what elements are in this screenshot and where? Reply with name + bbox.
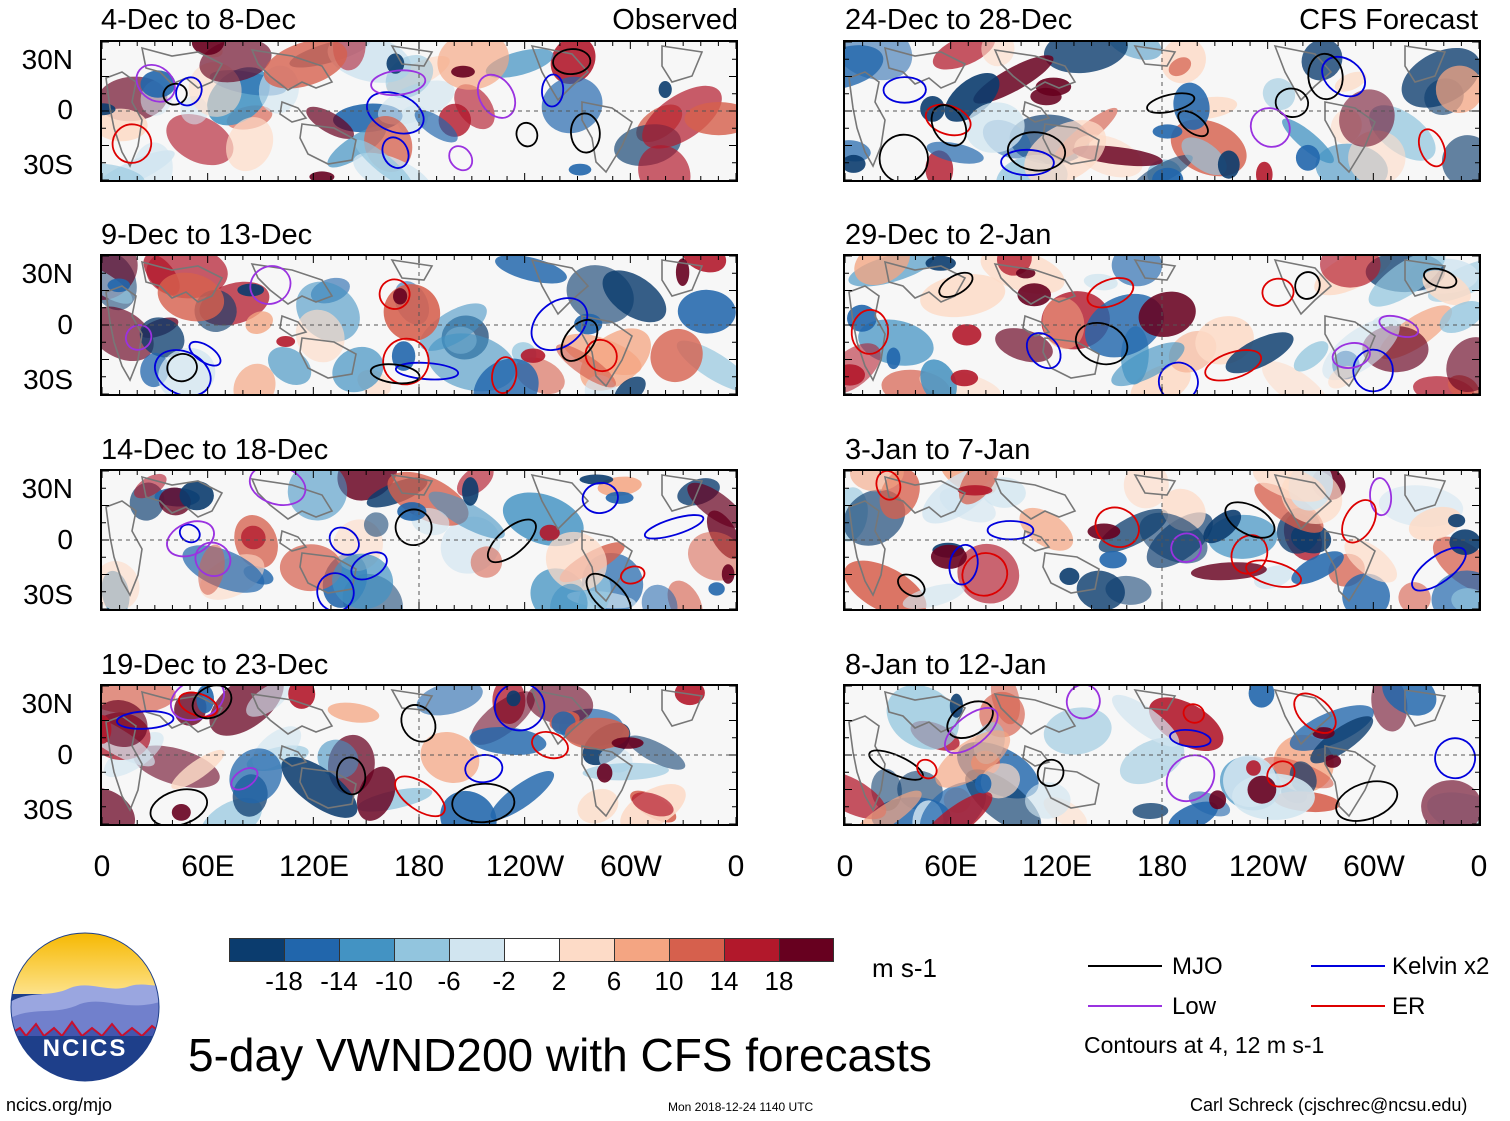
colorbar-cell	[395, 939, 450, 961]
legend: MJO Kelvin x2 Low ER Contours at 4, 12 m…	[1080, 950, 1505, 1065]
colorbar-tick: -2	[492, 966, 516, 996]
ncics-logo: NCICS	[10, 932, 160, 1082]
colorbar-cell	[450, 939, 505, 961]
lon-label-120e: 120E	[1021, 850, 1093, 883]
lat-label-30s: 30S	[23, 794, 73, 825]
panel-title-3: 14-Dec to 18-Dec	[101, 434, 329, 466]
lon-label-60w: 60W	[1343, 850, 1405, 883]
panel-title-2: 9-Dec to 13-Dec	[101, 219, 313, 251]
colorbar-cell	[285, 939, 340, 961]
map-panel-obs-3	[100, 469, 738, 611]
panel-title-8: 8-Jan to 12-Jan	[845, 649, 1047, 681]
forecast-label: CFS Forecast	[1299, 4, 1478, 36]
colorbar-tick: 14	[709, 966, 739, 996]
footer-timestamp: Mon 2018-12-24 1140 UTC	[668, 1100, 814, 1114]
colorbar-cell	[230, 939, 285, 961]
legend-label-low: Low	[1172, 993, 1217, 1020]
colorbar-tick: -10	[375, 966, 413, 996]
lat-label-30s: 30S	[23, 149, 73, 180]
map-panel-obs-1	[100, 40, 738, 182]
lon-label-0-end: 0	[1470, 850, 1488, 883]
legend-label-er: ER	[1392, 993, 1426, 1020]
lon-label-120w: 120W	[1228, 850, 1308, 883]
lon-label-120w: 120W	[485, 850, 565, 883]
lon-label-180: 180	[1136, 850, 1188, 883]
lon-label-180: 180	[393, 850, 445, 883]
colorbar-cell	[340, 939, 395, 961]
colorbar-tick: 2	[551, 966, 567, 996]
lat-label-30s: 30S	[23, 579, 73, 610]
main-title: 5-day VWND200 with CFS forecasts	[188, 1029, 932, 1081]
colorbar-cell	[615, 939, 670, 961]
colorbar-cell	[725, 939, 780, 961]
lat-label-30s: 30S	[23, 364, 73, 395]
lon-label-60e: 60E	[181, 850, 235, 883]
panel-title-6: 29-Dec to 2-Jan	[845, 219, 1052, 251]
colorbar-tick: -6	[437, 966, 461, 996]
map-panel-obs-4	[100, 684, 738, 826]
colorbar	[229, 938, 834, 962]
map-panel-fcst-2	[843, 254, 1481, 396]
lon-label-0: 0	[836, 850, 854, 883]
lat-label-30n: 30N	[21, 258, 73, 289]
logo-text: NCICS	[43, 1035, 128, 1062]
lat-label-30n: 30N	[21, 688, 73, 719]
panel-title-5: 24-Dec to 28-Dec	[845, 4, 1073, 36]
observed-label: Observed	[612, 4, 738, 36]
colorbar-tick: 10	[654, 966, 684, 996]
colorbar-tick: 18	[764, 966, 794, 996]
map-panel-obs-2	[100, 254, 738, 396]
colorbar-tick: -18	[265, 966, 303, 996]
map-panel-fcst-1	[843, 40, 1481, 182]
lat-label-eq: 0	[57, 94, 73, 125]
lon-label-0: 0	[93, 850, 111, 883]
lat-label-eq: 0	[57, 739, 73, 770]
colorbar-units: m s-1	[872, 953, 937, 983]
lon-label-120e: 120E	[278, 850, 350, 883]
lat-label-30n: 30N	[21, 44, 73, 75]
colorbar-cell	[780, 939, 833, 961]
footer-credit: Carl Schreck (cjschrec@ncsu.edu)	[1190, 1095, 1468, 1115]
lat-label-eq: 0	[57, 524, 73, 555]
panel-title-1: 4-Dec to 8-Dec	[101, 4, 297, 36]
colorbar-tick: -14	[320, 966, 358, 996]
footer-url: ncics.org/mjo	[6, 1095, 113, 1115]
panel-title-7: 3-Jan to 7-Jan	[845, 434, 1031, 466]
panel-title-4: 19-Dec to 23-Dec	[101, 649, 329, 681]
legend-note: Contours at 4, 12 m s-1	[1084, 1032, 1325, 1058]
lat-label-30n: 30N	[21, 473, 73, 504]
lon-label-0-end: 0	[727, 850, 745, 883]
colorbar-tick: 6	[606, 966, 622, 996]
lat-label-eq: 0	[57, 309, 73, 340]
legend-label-kelvin: Kelvin x2	[1392, 953, 1490, 980]
colorbar-cell	[505, 939, 560, 961]
map-panel-fcst-3	[843, 469, 1481, 611]
colorbar-cell	[670, 939, 725, 961]
legend-label-mjo: MJO	[1172, 953, 1223, 980]
colorbar-cell	[560, 939, 615, 961]
lon-label-60e: 60E	[924, 850, 978, 883]
lon-label-60w: 60W	[600, 850, 662, 883]
map-panel-fcst-4	[843, 684, 1481, 826]
